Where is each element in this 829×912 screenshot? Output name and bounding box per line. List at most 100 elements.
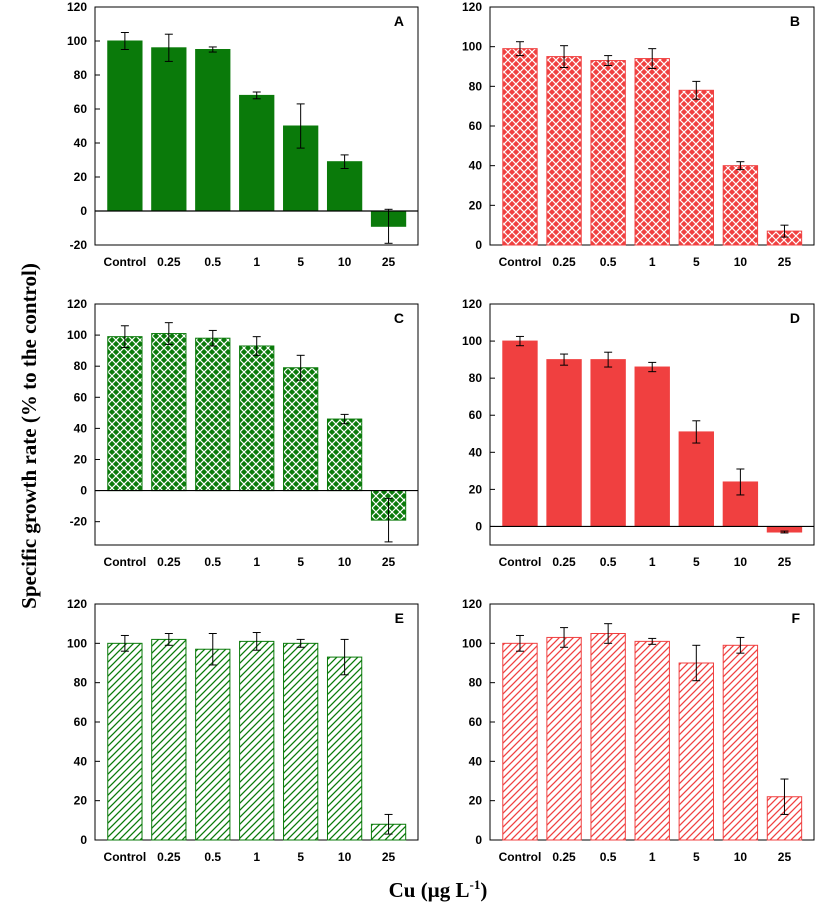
panel-a-bar bbox=[283, 125, 319, 212]
panel-a-bar bbox=[107, 40, 143, 212]
panel-c-ytick-label: 0 bbox=[80, 484, 87, 498]
panel-a-bar bbox=[151, 47, 187, 212]
panel-a-ytick-label: 60 bbox=[74, 102, 88, 116]
panel-b-bar bbox=[722, 165, 759, 246]
panel-c-category-label: 5 bbox=[297, 555, 304, 569]
panel-c-ytick-label: -20 bbox=[70, 515, 88, 529]
panel-d-category-label: 1 bbox=[649, 555, 656, 569]
panel-e-category-label: 0.5 bbox=[204, 850, 221, 864]
panel-f-category-label: 25 bbox=[778, 850, 792, 864]
panel-d-bar bbox=[502, 340, 538, 527]
panel-c-category-label: 1 bbox=[253, 555, 260, 569]
panel-d-ytick-label: 0 bbox=[475, 519, 482, 533]
panel-d-bar bbox=[590, 359, 626, 527]
panel-d-ytick-label: 120 bbox=[462, 297, 482, 311]
panel-c-bar bbox=[195, 337, 231, 492]
panel-e-bar bbox=[195, 648, 231, 841]
panel-c-ytick-label: 40 bbox=[74, 421, 88, 435]
panel-f-category-label: 1 bbox=[649, 850, 656, 864]
panel-d-category-label: 25 bbox=[778, 555, 792, 569]
panel-b-ytick-label: 120 bbox=[462, 0, 482, 14]
panel-c-ytick-label: 20 bbox=[74, 452, 88, 466]
panel-e-category-label: 10 bbox=[338, 850, 352, 864]
panel-b-bar bbox=[678, 89, 714, 246]
panel-a-ytick-label: 100 bbox=[67, 34, 87, 48]
panel-b-letter: B bbox=[790, 13, 800, 29]
panel-b-category-label: 0.25 bbox=[552, 255, 576, 269]
panel-c-category-label: Control bbox=[104, 555, 147, 569]
panel-f-category-label: 0.25 bbox=[552, 850, 576, 864]
panel-d-ytick-label: 60 bbox=[469, 408, 483, 422]
panel-b-ytick-label: 20 bbox=[469, 198, 483, 212]
panel-d-category-label: 0.25 bbox=[552, 555, 576, 569]
panel-b-bar bbox=[634, 58, 670, 246]
panel-a-ytick-label: 120 bbox=[67, 0, 87, 14]
panel-d-bar bbox=[634, 366, 670, 527]
panel-b-category-label: 5 bbox=[693, 255, 700, 269]
panel-c-ytick-label: 60 bbox=[74, 390, 88, 404]
panel-d-ytick-label: 40 bbox=[469, 445, 483, 459]
panel-a-ytick-label: 80 bbox=[74, 68, 88, 82]
panel-f-ytick-label: 120 bbox=[462, 597, 482, 611]
panel-a: -20 0 20 40 60 80 100 120 Control 0.25 0.5 1 5 10 25 A bbox=[67, 0, 419, 269]
panel-e-ytick-label: 80 bbox=[74, 676, 88, 690]
panel-f-ytick-label: 80 bbox=[469, 676, 483, 690]
x-axis-title-main: Cu (µg L bbox=[389, 878, 470, 902]
panel-a-ytick-label: -20 bbox=[70, 238, 88, 252]
panel-f-bar bbox=[502, 642, 538, 841]
panel-a-bar bbox=[239, 94, 275, 212]
panel-f-bar bbox=[546, 636, 582, 841]
panel-d: 0 20 40 60 80 100 120 Control 0.25 0.5 1 5 10 25 D bbox=[462, 297, 815, 569]
panel-a-frame bbox=[94, 6, 419, 246]
panel-e-bar bbox=[239, 640, 275, 841]
panel-f-ytick-label: 60 bbox=[469, 715, 483, 729]
panel-a-category-label: 5 bbox=[297, 255, 304, 269]
panel-c-category-label: 0.25 bbox=[157, 555, 181, 569]
panel-e-category-label: 0.25 bbox=[157, 850, 181, 864]
panel-e-category-label: 1 bbox=[253, 850, 260, 864]
panel-a-ytick-label: 0 bbox=[80, 204, 87, 218]
panel-b-ytick-label: 100 bbox=[462, 40, 482, 54]
panel-b-category-label: Control bbox=[499, 255, 542, 269]
panel-c-frame bbox=[94, 303, 419, 546]
panel-f-letter: F bbox=[791, 610, 800, 626]
panel-f-ytick-label: 40 bbox=[469, 754, 483, 768]
panel-c-category-label: 0.5 bbox=[204, 555, 221, 569]
panel-f-ytick-label: 0 bbox=[475, 833, 482, 847]
panel-a-category-label: 0.5 bbox=[204, 255, 221, 269]
panel-a-category-label: Control bbox=[104, 255, 147, 269]
panel-d-category-label: 5 bbox=[693, 555, 700, 569]
panel-d-category-label: 10 bbox=[734, 555, 748, 569]
panel-f-bar bbox=[590, 633, 626, 841]
x-axis-title: Cu (µg L-1) bbox=[389, 877, 488, 902]
panel-e-bar bbox=[283, 642, 319, 841]
panel-f-bar bbox=[722, 644, 759, 841]
panel-c-letter: C bbox=[394, 310, 404, 326]
panel-b-category-label: 25 bbox=[778, 255, 792, 269]
panel-d-frame bbox=[489, 303, 815, 546]
panel-c-bar bbox=[239, 345, 275, 492]
panel-b-bar bbox=[590, 60, 626, 246]
x-axis-title-end: ) bbox=[480, 878, 487, 902]
panel-e-bar bbox=[326, 656, 363, 841]
panel-f-category-label: Control bbox=[499, 850, 542, 864]
panel-f-category-label: 10 bbox=[734, 850, 748, 864]
panel-a-category-label: 10 bbox=[338, 255, 352, 269]
panel-e: 0 20 40 60 80 100 120 Control 0.25 0.5 1 5 10 25 E bbox=[67, 597, 419, 864]
panel-c-bar bbox=[107, 336, 143, 492]
panel-a-category-label: 0.25 bbox=[157, 255, 181, 269]
panel-c-bar bbox=[151, 333, 187, 492]
panel-c-ytick-label: 120 bbox=[67, 297, 87, 311]
panel-b-category-label: 1 bbox=[649, 255, 656, 269]
panel-a-ytick-label: 40 bbox=[74, 136, 88, 150]
panel-c-bar bbox=[283, 367, 319, 492]
panel-f-category-label: 5 bbox=[693, 850, 700, 864]
y-axis-title: Specific growth rate (% to the control) bbox=[17, 263, 41, 609]
panel-c-bar bbox=[326, 418, 363, 492]
panel-a-ytick-label: 20 bbox=[74, 170, 88, 184]
panel-f-ytick-label: 100 bbox=[462, 636, 482, 650]
panel-f-ytick-label: 20 bbox=[469, 794, 483, 808]
panel-b: 0 20 40 60 80 100 120 Control 0.25 0.5 1 5 10 25 B bbox=[462, 0, 815, 269]
